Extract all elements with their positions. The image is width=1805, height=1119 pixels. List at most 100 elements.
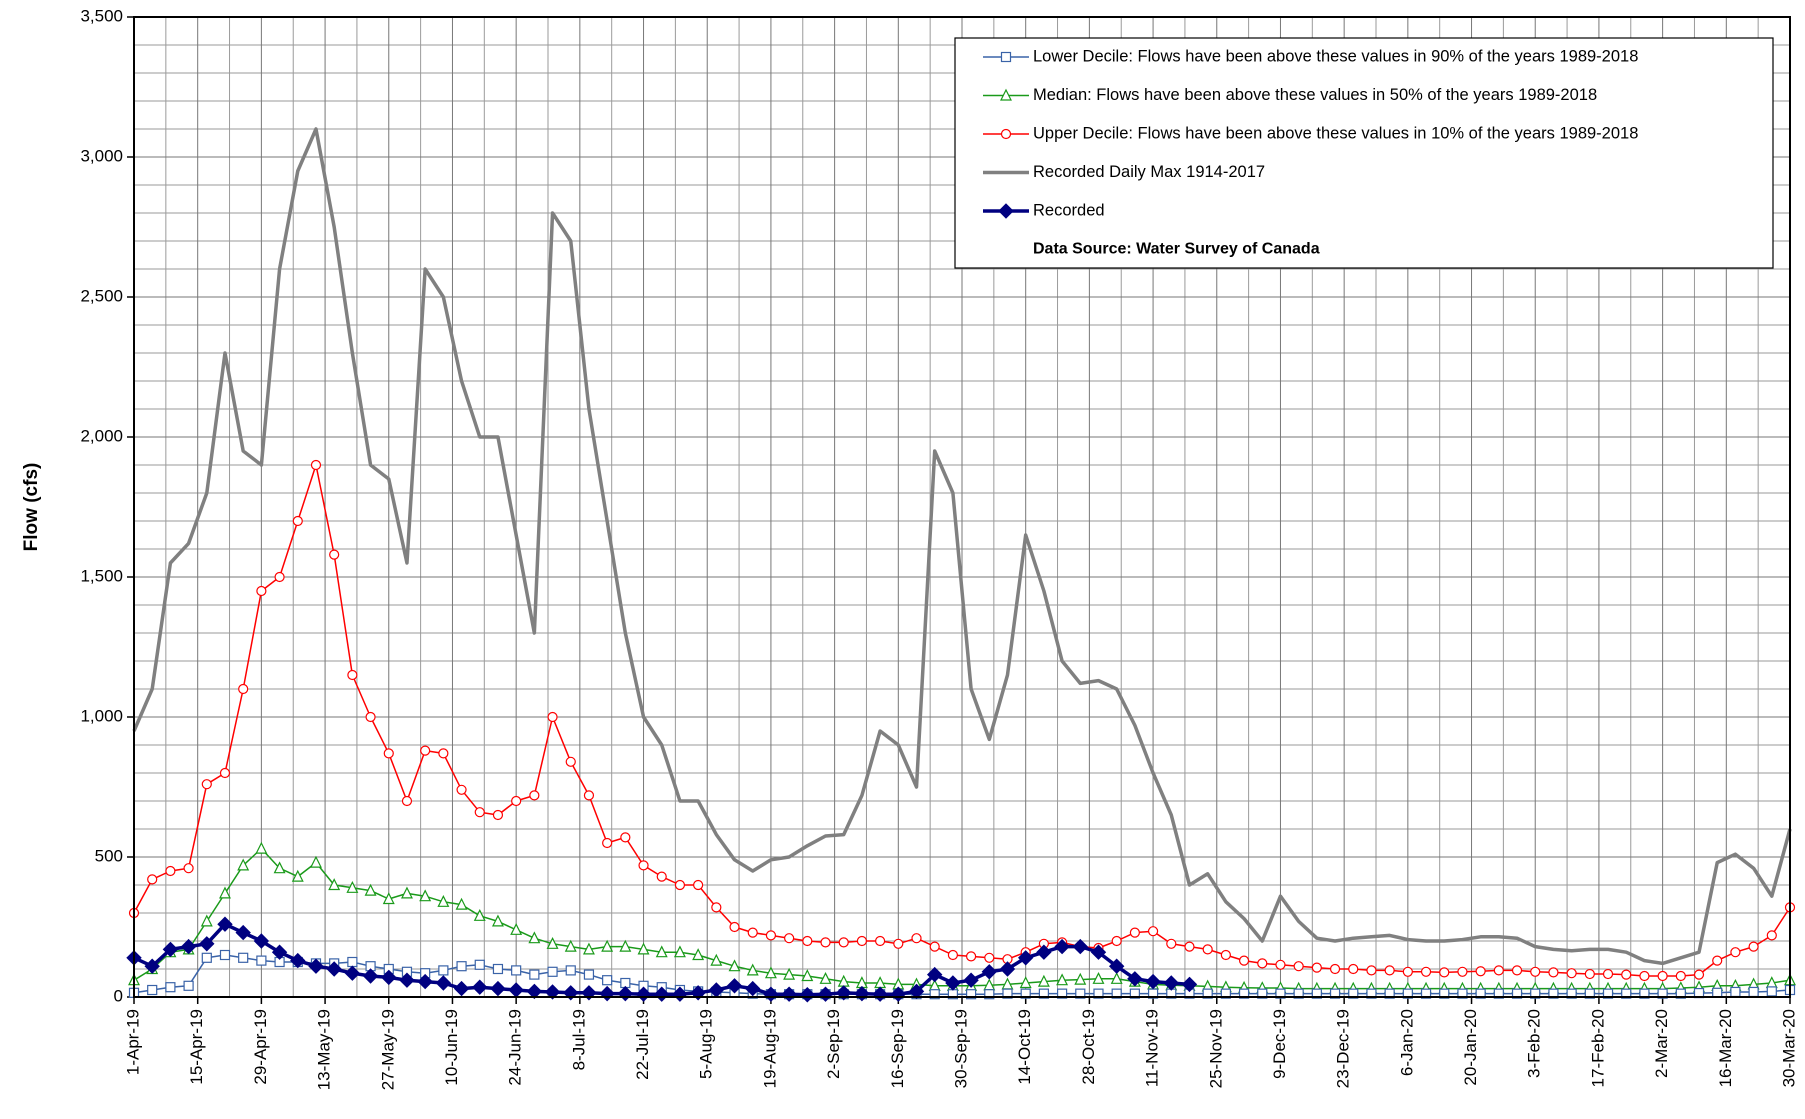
data-point (219, 767, 231, 779)
data-point (310, 459, 322, 471)
data-point (162, 941, 179, 958)
data-point (1511, 965, 1523, 976)
data-point (1092, 971, 1105, 984)
data-point (1056, 988, 1068, 999)
data-point (638, 860, 649, 871)
data-point (963, 972, 979, 988)
data-point (1257, 988, 1268, 999)
data-point (838, 937, 849, 948)
data-point (1036, 944, 1052, 960)
data-point (364, 883, 377, 896)
legend-note: Data Source: Water Survey of Canada (1033, 241, 1320, 258)
data-point (165, 982, 176, 993)
data-point (617, 985, 634, 1002)
x-tick-label: 25-Nov-19 (1206, 1009, 1225, 1088)
data-point (399, 972, 415, 988)
data-point (619, 939, 632, 952)
legend-label: Median: Flows have been above these valu… (1033, 86, 1597, 104)
data-point (801, 969, 814, 982)
series (126, 916, 1198, 1003)
data-point (929, 941, 940, 952)
data-point (310, 855, 322, 868)
data-point (1293, 961, 1304, 972)
data-point (292, 515, 303, 527)
data-point (1766, 986, 1777, 997)
data-point (1110, 971, 1123, 984)
data-point (1074, 972, 1087, 985)
data-point (201, 779, 212, 790)
data-point (1184, 941, 1195, 952)
legend-marker (1000, 88, 1012, 101)
data-point (1090, 944, 1107, 960)
data-point (474, 959, 485, 970)
data-point (1675, 988, 1686, 999)
data-point (217, 916, 233, 932)
data-point (908, 983, 925, 1000)
data-point (999, 961, 1016, 977)
data-point (1730, 947, 1741, 958)
data-point (1220, 949, 1231, 961)
x-tick-label: 24-Jun-19 (506, 1009, 525, 1086)
data-point (1163, 975, 1179, 991)
data-point (1111, 935, 1122, 947)
data-point (329, 549, 340, 560)
data-point (1293, 988, 1304, 999)
x-tick-label: 27-May-19 (378, 1009, 397, 1090)
legend: Lower Decile: Flows have been above thes… (954, 37, 1774, 269)
data-point (711, 902, 722, 913)
data-point (492, 809, 504, 821)
data-point (893, 938, 904, 949)
data-point (346, 880, 359, 893)
data-point (362, 968, 379, 984)
data-point (728, 959, 741, 972)
data-point (981, 964, 998, 980)
data-point (1037, 974, 1050, 987)
y-tick-label: 2,500 (80, 286, 123, 305)
data-point (1311, 962, 1322, 973)
data-point (1093, 988, 1104, 999)
legend-box (954, 37, 1774, 269)
data-point (564, 939, 577, 952)
data-point (456, 784, 467, 795)
data-point (1275, 959, 1286, 970)
y-tick-label: 2,000 (80, 426, 123, 445)
data-point (1621, 988, 1632, 999)
data-point (601, 939, 614, 952)
data-point (401, 795, 413, 807)
x-tick-label: 1-Apr-19 (123, 1009, 142, 1075)
data-point (347, 669, 358, 681)
x-tick-label: 20-Jan-20 (1461, 1009, 1480, 1086)
data-point (183, 980, 194, 991)
data-point (710, 953, 723, 966)
data-point (764, 966, 777, 979)
data-point (347, 956, 358, 968)
data-point (1145, 973, 1161, 990)
data-point (1439, 988, 1450, 999)
data-point (656, 871, 667, 882)
legend-label: Recorded (1033, 201, 1105, 219)
data-point (273, 861, 286, 874)
data-point (945, 975, 961, 991)
data-point (1202, 944, 1213, 955)
data-point (693, 879, 704, 891)
data-point (1366, 988, 1377, 999)
x-tick-label: 23-Dec-19 (1334, 1009, 1353, 1088)
data-point (1602, 968, 1614, 980)
data-point (637, 942, 650, 955)
data-point (1019, 976, 1032, 989)
data-point (819, 971, 832, 984)
y-tick-label: 3,000 (80, 146, 123, 165)
data-point (1220, 988, 1231, 999)
x-tick-label: 14-Oct-19 (1015, 1009, 1034, 1085)
data-point (382, 892, 395, 905)
plot-frame (133, 16, 1791, 998)
data-point (1056, 973, 1069, 986)
data-point (673, 945, 686, 958)
data-point (238, 952, 249, 963)
y-tick-label: 1,500 (80, 566, 123, 585)
x-tick-label: 28-Oct-19 (1079, 1009, 1098, 1085)
data-point (583, 969, 595, 980)
data-point (435, 975, 452, 991)
data-point (820, 937, 831, 948)
